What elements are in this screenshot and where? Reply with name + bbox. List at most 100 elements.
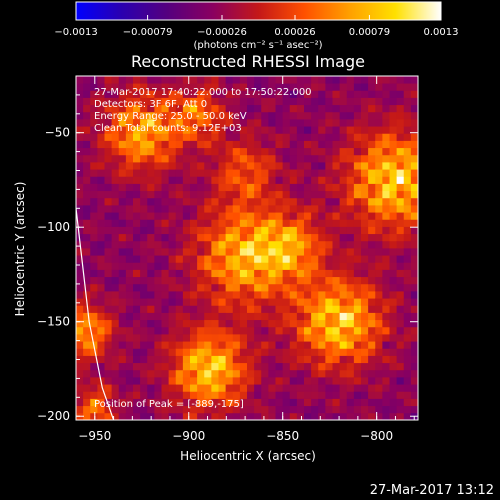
heatmap-cell: [325, 312, 333, 321]
heatmap-cell: [311, 169, 319, 177]
heatmap-cell: [396, 97, 405, 106]
heatmap-cell: [197, 248, 205, 256]
heatmap-cell: [225, 305, 234, 313]
heatmap-cell: [296, 384, 305, 392]
heatmap-cell: [247, 169, 255, 177]
heatmap-cell: [296, 412, 305, 420]
heatmap-cell: [318, 90, 326, 98]
heatmap-cell: [410, 240, 418, 249]
heatmap-cell: [90, 355, 98, 364]
heatmap-cell: [154, 233, 162, 242]
heatmap-cell: [161, 377, 170, 385]
heatmap-cell: [296, 298, 305, 306]
heatmap-cell: [182, 283, 191, 292]
heatmap-cell: [304, 126, 312, 134]
y-tick-label: −100: [37, 220, 70, 234]
heatmap-cell: [368, 233, 376, 242]
heatmap-cell: [182, 341, 191, 349]
heatmap-cell: [282, 412, 291, 420]
heatmap-cell: [239, 226, 248, 235]
heatmap-cell: [97, 412, 105, 420]
heatmap-cell: [361, 305, 369, 313]
heatmap-cell: [382, 133, 390, 141]
heatmap-cell: [247, 190, 255, 199]
heatmap-cell: [175, 119, 184, 127]
heatmap-cell: [97, 111, 105, 120]
heatmap-cell: [375, 355, 383, 364]
heatmap-cell: [125, 384, 134, 392]
heatmap-cell: [275, 104, 284, 113]
heatmap-cell: [254, 398, 262, 407]
heatmap-cell: [111, 205, 120, 213]
heatmap-cell: [361, 326, 369, 335]
heatmap-cell: [239, 104, 248, 113]
heatmap-cell: [403, 183, 412, 192]
heatmap-cell: [225, 412, 234, 420]
heatmap-cell: [403, 169, 412, 177]
heatmap-cell: [296, 176, 305, 184]
heatmap-cell: [225, 362, 234, 371]
heatmap-cell: [389, 226, 398, 235]
heatmap-cell: [204, 97, 212, 106]
heatmap-cell: [83, 190, 91, 199]
heatmap-cell: [410, 111, 418, 120]
heatmap-cell: [318, 126, 326, 134]
heatmap-cell: [190, 276, 198, 285]
heatmap-cell: [182, 362, 191, 371]
heatmap-cell: [83, 176, 91, 184]
heatmap-cell: [296, 190, 305, 199]
heatmap-cell: [90, 348, 98, 356]
heatmap-cell: [147, 126, 155, 134]
heatmap-cell: [97, 276, 105, 285]
heatmap-cell: [154, 369, 162, 378]
heatmap-cell: [346, 262, 355, 270]
heatmap-cell: [275, 97, 284, 106]
heatmap-cell: [125, 369, 134, 378]
heatmap-cell: [133, 90, 141, 98]
heatmap-cell: [83, 140, 91, 149]
heatmap-cell: [182, 412, 191, 420]
heatmap-cell: [140, 283, 148, 292]
heatmap-cell: [104, 298, 113, 306]
heatmap-cell: [282, 190, 291, 199]
heatmap-cell: [104, 90, 113, 98]
heatmap-cell: [261, 104, 269, 113]
heatmap-cell: [125, 197, 134, 206]
x-axis: −950 −900 −850 −800: [75, 76, 415, 443]
heatmap-cell: [90, 119, 98, 127]
heatmap-cell: [147, 291, 155, 299]
heatmap-cell: [318, 133, 326, 141]
heatmap-cell: [161, 212, 170, 220]
heatmap-cell: [218, 197, 227, 206]
heatmap-cell: [76, 154, 84, 163]
heatmap-cell: [410, 326, 418, 335]
heatmap-cell: [225, 176, 234, 184]
heatmap-cell: [111, 398, 120, 407]
heatmap-cell: [289, 326, 298, 335]
heatmap-cell: [225, 384, 234, 392]
heatmap-cell: [225, 219, 234, 227]
heatmap-cell: [247, 355, 255, 364]
heatmap-cell: [90, 240, 98, 249]
heatmap-cell: [104, 147, 113, 156]
heatmap-cell: [304, 305, 312, 313]
heatmap-cell: [368, 226, 376, 235]
heatmap-cell: [168, 362, 177, 371]
heatmap-cell: [154, 248, 162, 256]
heatmap-cell: [275, 233, 284, 242]
heatmap-cell: [147, 140, 155, 149]
heatmap-cell: [389, 111, 398, 120]
heatmap-cell: [268, 269, 276, 278]
heatmap-cell: [332, 119, 341, 127]
heatmap-cell: [175, 83, 184, 91]
heatmap-cell: [140, 83, 148, 91]
heatmap-cell: [368, 377, 376, 385]
heatmap-cell: [239, 169, 248, 177]
heatmap-cell: [268, 312, 276, 321]
heatmap-cell: [247, 133, 255, 141]
heatmap-cell: [232, 140, 241, 149]
heatmap-cell: [104, 334, 113, 342]
heatmap-cell: [190, 104, 198, 113]
heatmap-cell: [339, 355, 348, 364]
heatmap-cell: [311, 283, 319, 292]
